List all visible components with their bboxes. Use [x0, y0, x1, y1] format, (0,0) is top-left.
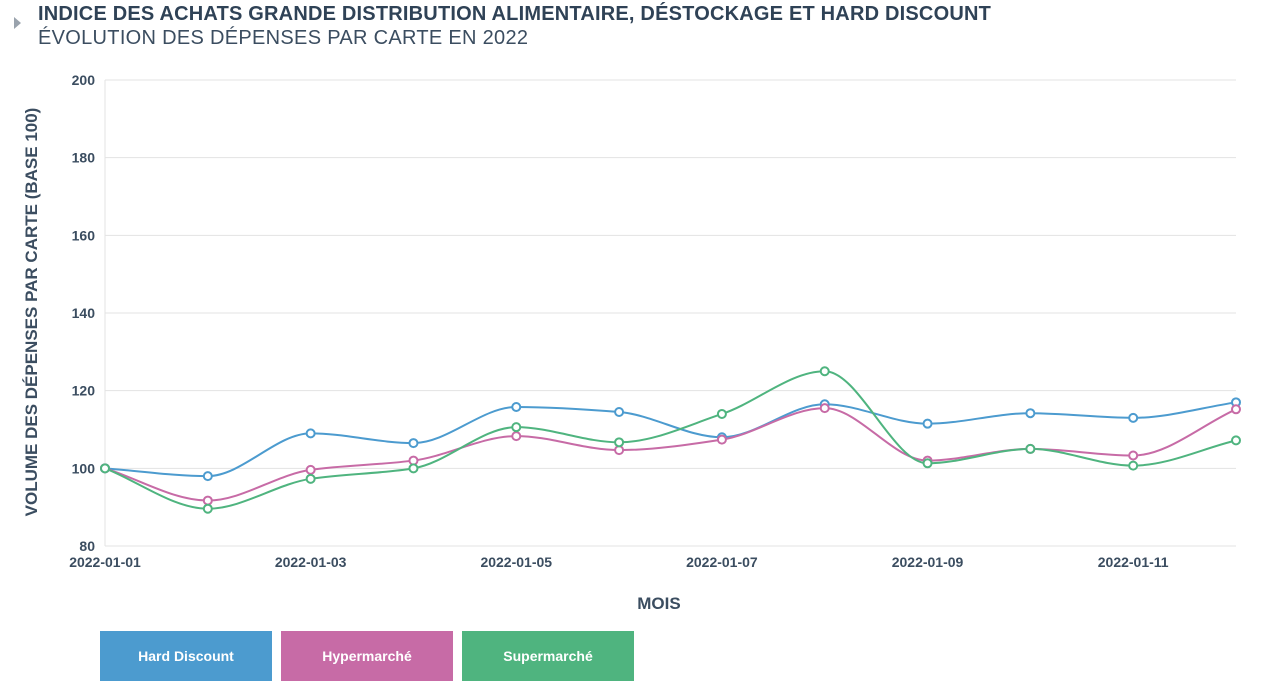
- data-point[interactable]: [408, 463, 419, 474]
- series-points: [100, 366, 1241, 514]
- collapse-caret-icon[interactable]: [14, 17, 21, 29]
- y-tick-label: 200: [72, 72, 96, 88]
- x-axis-ticks: 2022-01-01 2022-01-03 2022-01-05 2022-01-07…: [69, 554, 1169, 570]
- legend-item[interactable]: Hypermarché: [281, 631, 453, 681]
- y-tick-label: 100: [72, 460, 96, 476]
- y-axis-ticks: 80 100 120 140 160 180 200: [72, 72, 96, 554]
- data-point[interactable]: [1128, 412, 1139, 423]
- legend: Hard Discount Hypermarché Supermarché: [100, 631, 634, 681]
- series-line: [104, 401, 1237, 478]
- x-tick-label: 2022-01-05: [480, 554, 552, 570]
- x-tick-label: 2022-01-09: [892, 554, 964, 570]
- data-point[interactable]: [305, 473, 316, 484]
- data-point[interactable]: [819, 403, 830, 414]
- series-line: [104, 370, 1237, 510]
- x-tick-label: 2022-01-07: [686, 554, 758, 570]
- data-point[interactable]: [305, 464, 316, 475]
- data-point[interactable]: [716, 434, 727, 445]
- x-tick-label: 2022-01-11: [1098, 554, 1169, 570]
- data-point[interactable]: [511, 422, 522, 433]
- data-point[interactable]: [922, 458, 933, 469]
- data-point[interactable]: [716, 408, 727, 419]
- data-point[interactable]: [1025, 443, 1036, 454]
- data-point[interactable]: [614, 407, 625, 418]
- series-lines: [104, 370, 1237, 510]
- data-point[interactable]: [511, 401, 522, 412]
- y-tick-label: 120: [72, 383, 96, 399]
- y-tick-label: 160: [72, 227, 96, 243]
- chart-subtitle: ÉVOLUTION DES DÉPENSES PAR CARTE EN 2022: [38, 27, 529, 49]
- data-point[interactable]: [819, 366, 830, 377]
- data-point[interactable]: [1231, 435, 1241, 446]
- y-tick-label: 80: [79, 538, 95, 554]
- data-point[interactable]: [1231, 404, 1241, 415]
- data-point[interactable]: [408, 438, 419, 449]
- grid-lines: [104, 79, 1236, 547]
- data-point[interactable]: [614, 437, 625, 448]
- data-point[interactable]: [202, 471, 213, 482]
- legend-item[interactable]: Supermarché: [462, 631, 634, 681]
- y-tick-label: 140: [72, 305, 96, 321]
- data-point[interactable]: [1128, 450, 1139, 461]
- chart-title: INDICE DES ACHATS GRANDE DISTRIBUTION AL…: [38, 3, 992, 25]
- data-point[interactable]: [1128, 460, 1139, 471]
- data-point[interactable]: [922, 418, 933, 429]
- data-point[interactable]: [202, 495, 213, 506]
- x-tick-label: 2022-01-03: [275, 554, 347, 570]
- data-point[interactable]: [511, 431, 522, 442]
- y-axis-label: VOLUME DES DÉPENSES PAR CARTE (BASE 100): [22, 108, 41, 517]
- x-axis-label: MOIS: [637, 594, 680, 613]
- data-point[interactable]: [305, 428, 316, 439]
- x-tick-label: 2022-01-01: [69, 554, 141, 570]
- data-point[interactable]: [202, 503, 213, 514]
- data-point[interactable]: [1025, 408, 1036, 419]
- data-point[interactable]: [100, 463, 110, 474]
- legend-item[interactable]: Hard Discount: [100, 631, 272, 681]
- y-tick-label: 180: [72, 150, 96, 166]
- chart-header: INDICE DES ACHATS GRANDE DISTRIBUTION AL…: [0, 0, 1268, 56]
